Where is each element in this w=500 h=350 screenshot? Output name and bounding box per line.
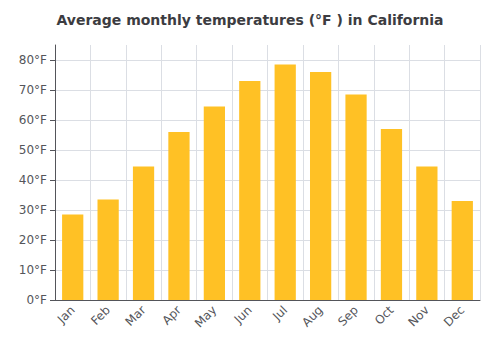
svg-text:40°F: 40°F: [19, 173, 47, 187]
svg-text:10°F: 10°F: [19, 263, 47, 277]
svg-text:0°F: 0°F: [26, 293, 47, 307]
svg-text:Jun: Jun: [231, 303, 255, 327]
svg-text:Jan: Jan: [54, 303, 78, 327]
svg-text:80°F: 80°F: [19, 53, 47, 67]
svg-text:Sep: Sep: [335, 303, 361, 329]
svg-text:Oct: Oct: [372, 303, 397, 328]
svg-text:Mar: Mar: [123, 303, 149, 329]
svg-text:Aug: Aug: [299, 303, 325, 329]
svg-text:30°F: 30°F: [19, 203, 47, 217]
svg-text:20°F: 20°F: [19, 233, 47, 247]
svg-text:Nov: Nov: [405, 303, 431, 329]
svg-text:May: May: [192, 303, 219, 330]
svg-text:70°F: 70°F: [19, 83, 47, 97]
svg-text:50°F: 50°F: [19, 143, 47, 157]
svg-text:Dec: Dec: [441, 303, 467, 329]
svg-text:Apr: Apr: [159, 303, 184, 328]
svg-text:Average monthly temperatures (: Average monthly temperatures (°F ) in Ca…: [56, 12, 443, 28]
svg-text:Feb: Feb: [88, 303, 113, 328]
svg-text:60°F: 60°F: [19, 113, 47, 127]
svg-text:Jul: Jul: [269, 303, 290, 324]
